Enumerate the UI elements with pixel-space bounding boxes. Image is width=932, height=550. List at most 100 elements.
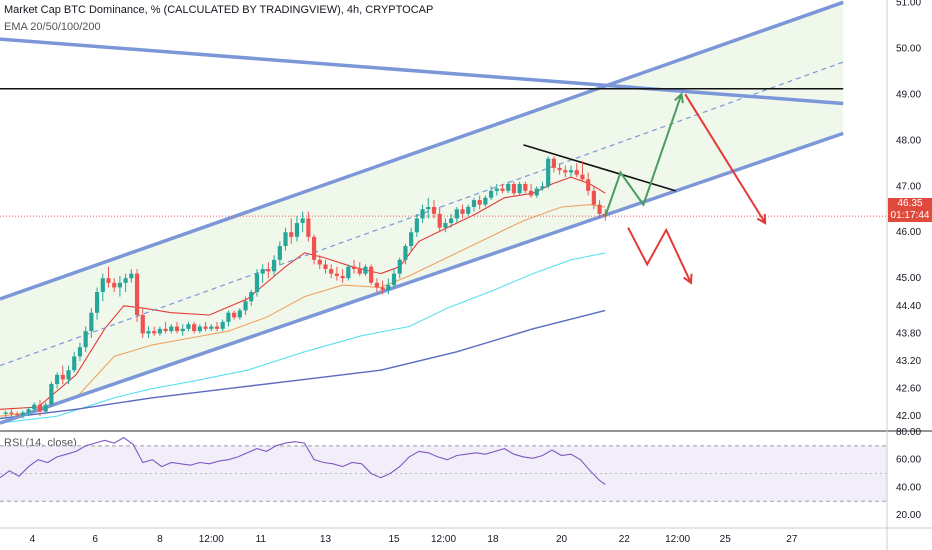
candle-body <box>26 409 31 413</box>
candle-body <box>483 197 488 205</box>
candle-body <box>89 312 94 332</box>
candle-body <box>49 384 54 405</box>
candle-body <box>174 326 180 332</box>
candle-body <box>528 190 534 196</box>
indicator-label: EMA 20/50/100/200 <box>4 21 101 33</box>
candle-body <box>72 356 77 371</box>
price-tick-label: 47.00 <box>896 181 921 192</box>
candle-body <box>37 404 43 412</box>
candle-body <box>488 190 494 198</box>
candle-body <box>546 158 551 187</box>
candle-body <box>431 206 437 214</box>
candle-body <box>586 179 591 191</box>
candle-body <box>20 412 25 416</box>
ema-line-1 <box>0 204 606 417</box>
candle-body <box>243 301 248 311</box>
price-tick-label: 50.00 <box>896 43 921 54</box>
time-tick-label: 15 <box>388 534 400 545</box>
candle-body <box>157 328 162 334</box>
time-tick-label: 13 <box>320 534 332 545</box>
candle-body <box>237 310 242 318</box>
price-tick-label: 43.20 <box>896 356 921 367</box>
trend-line-1 <box>0 131 844 425</box>
candle-body <box>209 326 214 329</box>
candle-body <box>380 287 385 290</box>
ema-line-3 <box>0 309 606 420</box>
rsi-tick-label: 20.00 <box>896 510 921 521</box>
price-tick-label: 43.80 <box>896 328 921 339</box>
candle-body <box>32 404 37 410</box>
time-tick-label: 6 <box>92 534 98 545</box>
candle-body <box>3 412 8 414</box>
candle-body <box>311 236 317 260</box>
candle-body <box>414 218 419 233</box>
rsi-tick-label: 80.00 <box>896 427 921 438</box>
candle-body <box>226 312 231 322</box>
time-tick-label: 18 <box>487 534 499 545</box>
candle-body <box>146 331 151 334</box>
candle-body <box>340 275 345 279</box>
last-price-tag: 46.35 01:17:44 <box>888 198 932 222</box>
candle-body <box>317 259 322 265</box>
candle-body <box>9 412 14 414</box>
price-tick-label: 49.00 <box>896 89 921 100</box>
price-tick-label: 51.00 <box>896 0 921 8</box>
candle-body <box>152 331 157 334</box>
candle-body <box>454 209 459 219</box>
price-tick-label: 46.00 <box>896 227 921 238</box>
candle-body <box>426 206 431 210</box>
time-tick-label: 12:00 <box>431 534 456 545</box>
candle-body <box>83 331 88 348</box>
time-tick-label: 12:00 <box>665 534 690 545</box>
candle-body <box>597 204 602 214</box>
forecast-red-small-arrow-head <box>683 273 693 285</box>
rsi-band <box>0 445 887 502</box>
candle-body <box>540 186 545 189</box>
candle-body <box>386 285 391 290</box>
candle-body <box>329 269 334 274</box>
price-tick-label: 48.00 <box>896 135 921 146</box>
candle-body <box>300 218 305 224</box>
candle-body <box>106 278 111 283</box>
time-tick-label: 4 <box>30 534 36 545</box>
forecast-red-small-arrow <box>627 227 692 284</box>
candle-body <box>346 266 351 279</box>
candle-body <box>351 266 357 270</box>
countdown: 01:17:44 <box>890 210 930 221</box>
candle-body <box>100 278 105 293</box>
candle-body <box>323 264 328 270</box>
candle-body <box>66 370 71 380</box>
candle-body <box>506 183 511 191</box>
candle-body <box>214 326 220 329</box>
candle-body <box>397 259 402 274</box>
candle-body <box>197 326 202 332</box>
time-tick-label: 25 <box>720 534 732 545</box>
candle-body <box>591 190 596 205</box>
time-tick-label: 27 <box>786 534 798 545</box>
trend-line-0 <box>0 0 844 301</box>
candle-body <box>220 321 225 329</box>
candle-body <box>534 188 539 196</box>
candle-body <box>260 269 265 274</box>
price-tick-label: 44.40 <box>896 301 921 312</box>
candle-body <box>249 292 254 302</box>
time-tick-label: 8 <box>157 534 163 545</box>
candle-body <box>523 183 528 191</box>
candle-body <box>289 232 294 237</box>
candle-body <box>494 188 499 191</box>
rsi-tick-label: 60.00 <box>896 455 921 466</box>
candle-body <box>409 232 414 247</box>
candle-body <box>580 174 585 180</box>
candle-body <box>517 183 522 194</box>
price-tick-label: 42.00 <box>896 411 921 422</box>
candle-body <box>437 213 442 228</box>
candle-body <box>363 266 368 274</box>
candle-body <box>186 324 191 329</box>
candle-body <box>369 266 374 283</box>
candle-body <box>460 209 465 214</box>
candle-body <box>374 282 379 288</box>
candle-body <box>129 273 134 279</box>
candle-body <box>403 246 408 260</box>
candle-body <box>557 167 562 171</box>
